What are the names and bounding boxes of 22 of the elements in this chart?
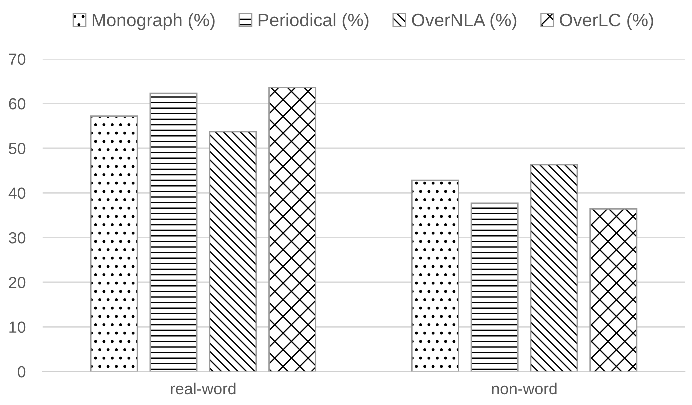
legend-label: Monograph (%) xyxy=(92,13,215,30)
y-tick-label: 60 xyxy=(9,98,26,110)
x-tick-label: real-word xyxy=(171,382,236,395)
legend-label: OverLC (%) xyxy=(560,13,654,30)
y-tick-label: 20 xyxy=(9,277,26,288)
legend-label: Periodical (%) xyxy=(258,13,369,30)
y-tick-label: 0 xyxy=(18,366,26,378)
y-tick-label: 30 xyxy=(9,232,26,244)
bar xyxy=(150,92,198,372)
bar xyxy=(411,180,460,372)
x-tick-label: non-word xyxy=(492,382,557,395)
bar xyxy=(209,131,258,372)
bar xyxy=(268,87,317,372)
bar xyxy=(470,202,519,372)
y-tick-label: 70 xyxy=(9,54,26,66)
y-tick-label: 50 xyxy=(9,143,26,154)
bar xyxy=(590,208,638,372)
bar xyxy=(530,164,578,372)
y-tick-label: 10 xyxy=(10,322,26,334)
legend-label: OverNLA (%) xyxy=(412,13,517,30)
bar xyxy=(90,116,138,372)
y-tick-label: 40 xyxy=(8,188,26,200)
